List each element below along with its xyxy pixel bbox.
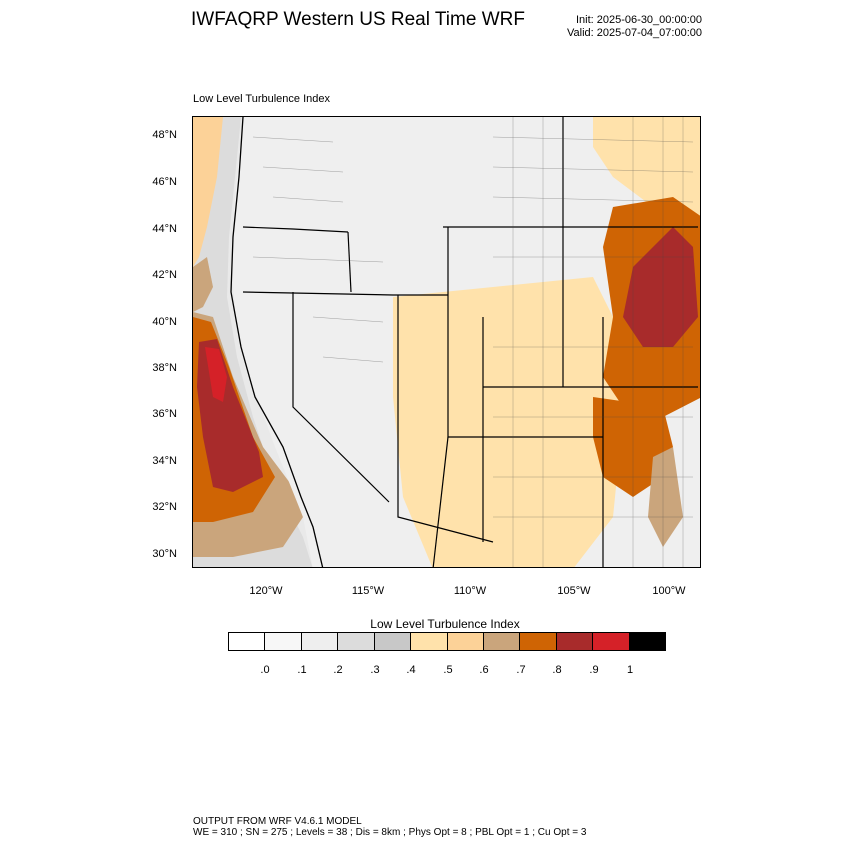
colorbar-title: Low Level Turbulence Index (370, 617, 520, 631)
colorbar-label: 1 (626, 664, 634, 676)
offshore-tan-north (193, 117, 223, 267)
colorbar-box (301, 633, 339, 650)
lon-label-100w: 100°W (652, 585, 686, 597)
field-title: Low Level Turbulence Index (193, 93, 330, 105)
lon-label-120w: 120°W (249, 585, 283, 597)
lat-label-36n: 36°N (152, 408, 177, 420)
colorbar-box (265, 633, 302, 650)
footer-line2: WE = 310 ; SN = 275 ; Levels = 38 ; Dis … (193, 827, 587, 838)
lat-label-46n: 46°N (152, 176, 177, 188)
colorbar-box (593, 633, 630, 650)
map-panel (192, 116, 701, 568)
lat-label-34n: 34°N (152, 455, 177, 467)
colorbar-label: .9 (589, 664, 599, 676)
footer-line1: OUTPUT FROM WRF V4.6.1 MODEL (193, 816, 362, 827)
colorbar-label: .1 (297, 664, 307, 676)
state-borders (242, 117, 698, 567)
map-image (193, 117, 700, 567)
lat-label-42n: 42°N (152, 269, 177, 281)
colorbar (228, 632, 666, 651)
plot-title: IWFAQRP Western US Real Time WRF (191, 9, 525, 30)
lon-label-105w: 105°W (557, 585, 591, 597)
colorbar-box (411, 633, 448, 650)
colorbar-box (483, 633, 521, 650)
colorbar-label: .2 (333, 664, 343, 676)
colorbar-label: .4 (406, 664, 416, 676)
colorbar-box (229, 633, 266, 650)
north-plains-tan (593, 117, 700, 217)
county-borders (252, 117, 694, 567)
lat-label-40n: 40°N (152, 316, 177, 328)
offshore-red (205, 347, 227, 402)
lat-label-30n: 30°N (152, 548, 177, 560)
lat-label-48n: 48°N (152, 129, 177, 141)
colorbar-box (338, 633, 375, 650)
lat-label-44n: 44°N (152, 223, 177, 235)
texas-brown (648, 447, 683, 547)
model-footer: OUTPUT FROM WRF V4.6.1 MODEL WE = 310 ; … (193, 816, 586, 838)
offshore-brown-patch (193, 257, 213, 312)
lon-label-115w: 115°W (351, 585, 385, 597)
colorbar-box (374, 633, 412, 650)
colorbar-label: .8 (552, 664, 562, 676)
valid-time: Valid: 2025-07-04_07:00:00 (567, 27, 702, 39)
colorbar-label: .5 (443, 664, 453, 676)
lon-label-110w: 110°W (453, 585, 487, 597)
colorbar-box (520, 633, 557, 650)
colorbar-box (556, 633, 594, 650)
init-time: Init: 2025-06-30_00:00:00 (576, 14, 702, 26)
colorbar-label: .0 (260, 664, 270, 676)
colorbar-box (447, 633, 484, 650)
lat-label-38n: 38°N (152, 362, 177, 374)
coastline (230, 117, 324, 567)
lat-label-32n: 32°N (152, 501, 177, 513)
run-times: Init: 2025-06-30_00:00:00 Valid: 2025-07… (567, 14, 702, 40)
interior-tan (393, 277, 623, 567)
colorbar-box (629, 633, 666, 650)
colorbar-label: .6 (479, 664, 489, 676)
colorbar-label: .3 (370, 664, 380, 676)
colorbar-label: .7 (516, 664, 526, 676)
